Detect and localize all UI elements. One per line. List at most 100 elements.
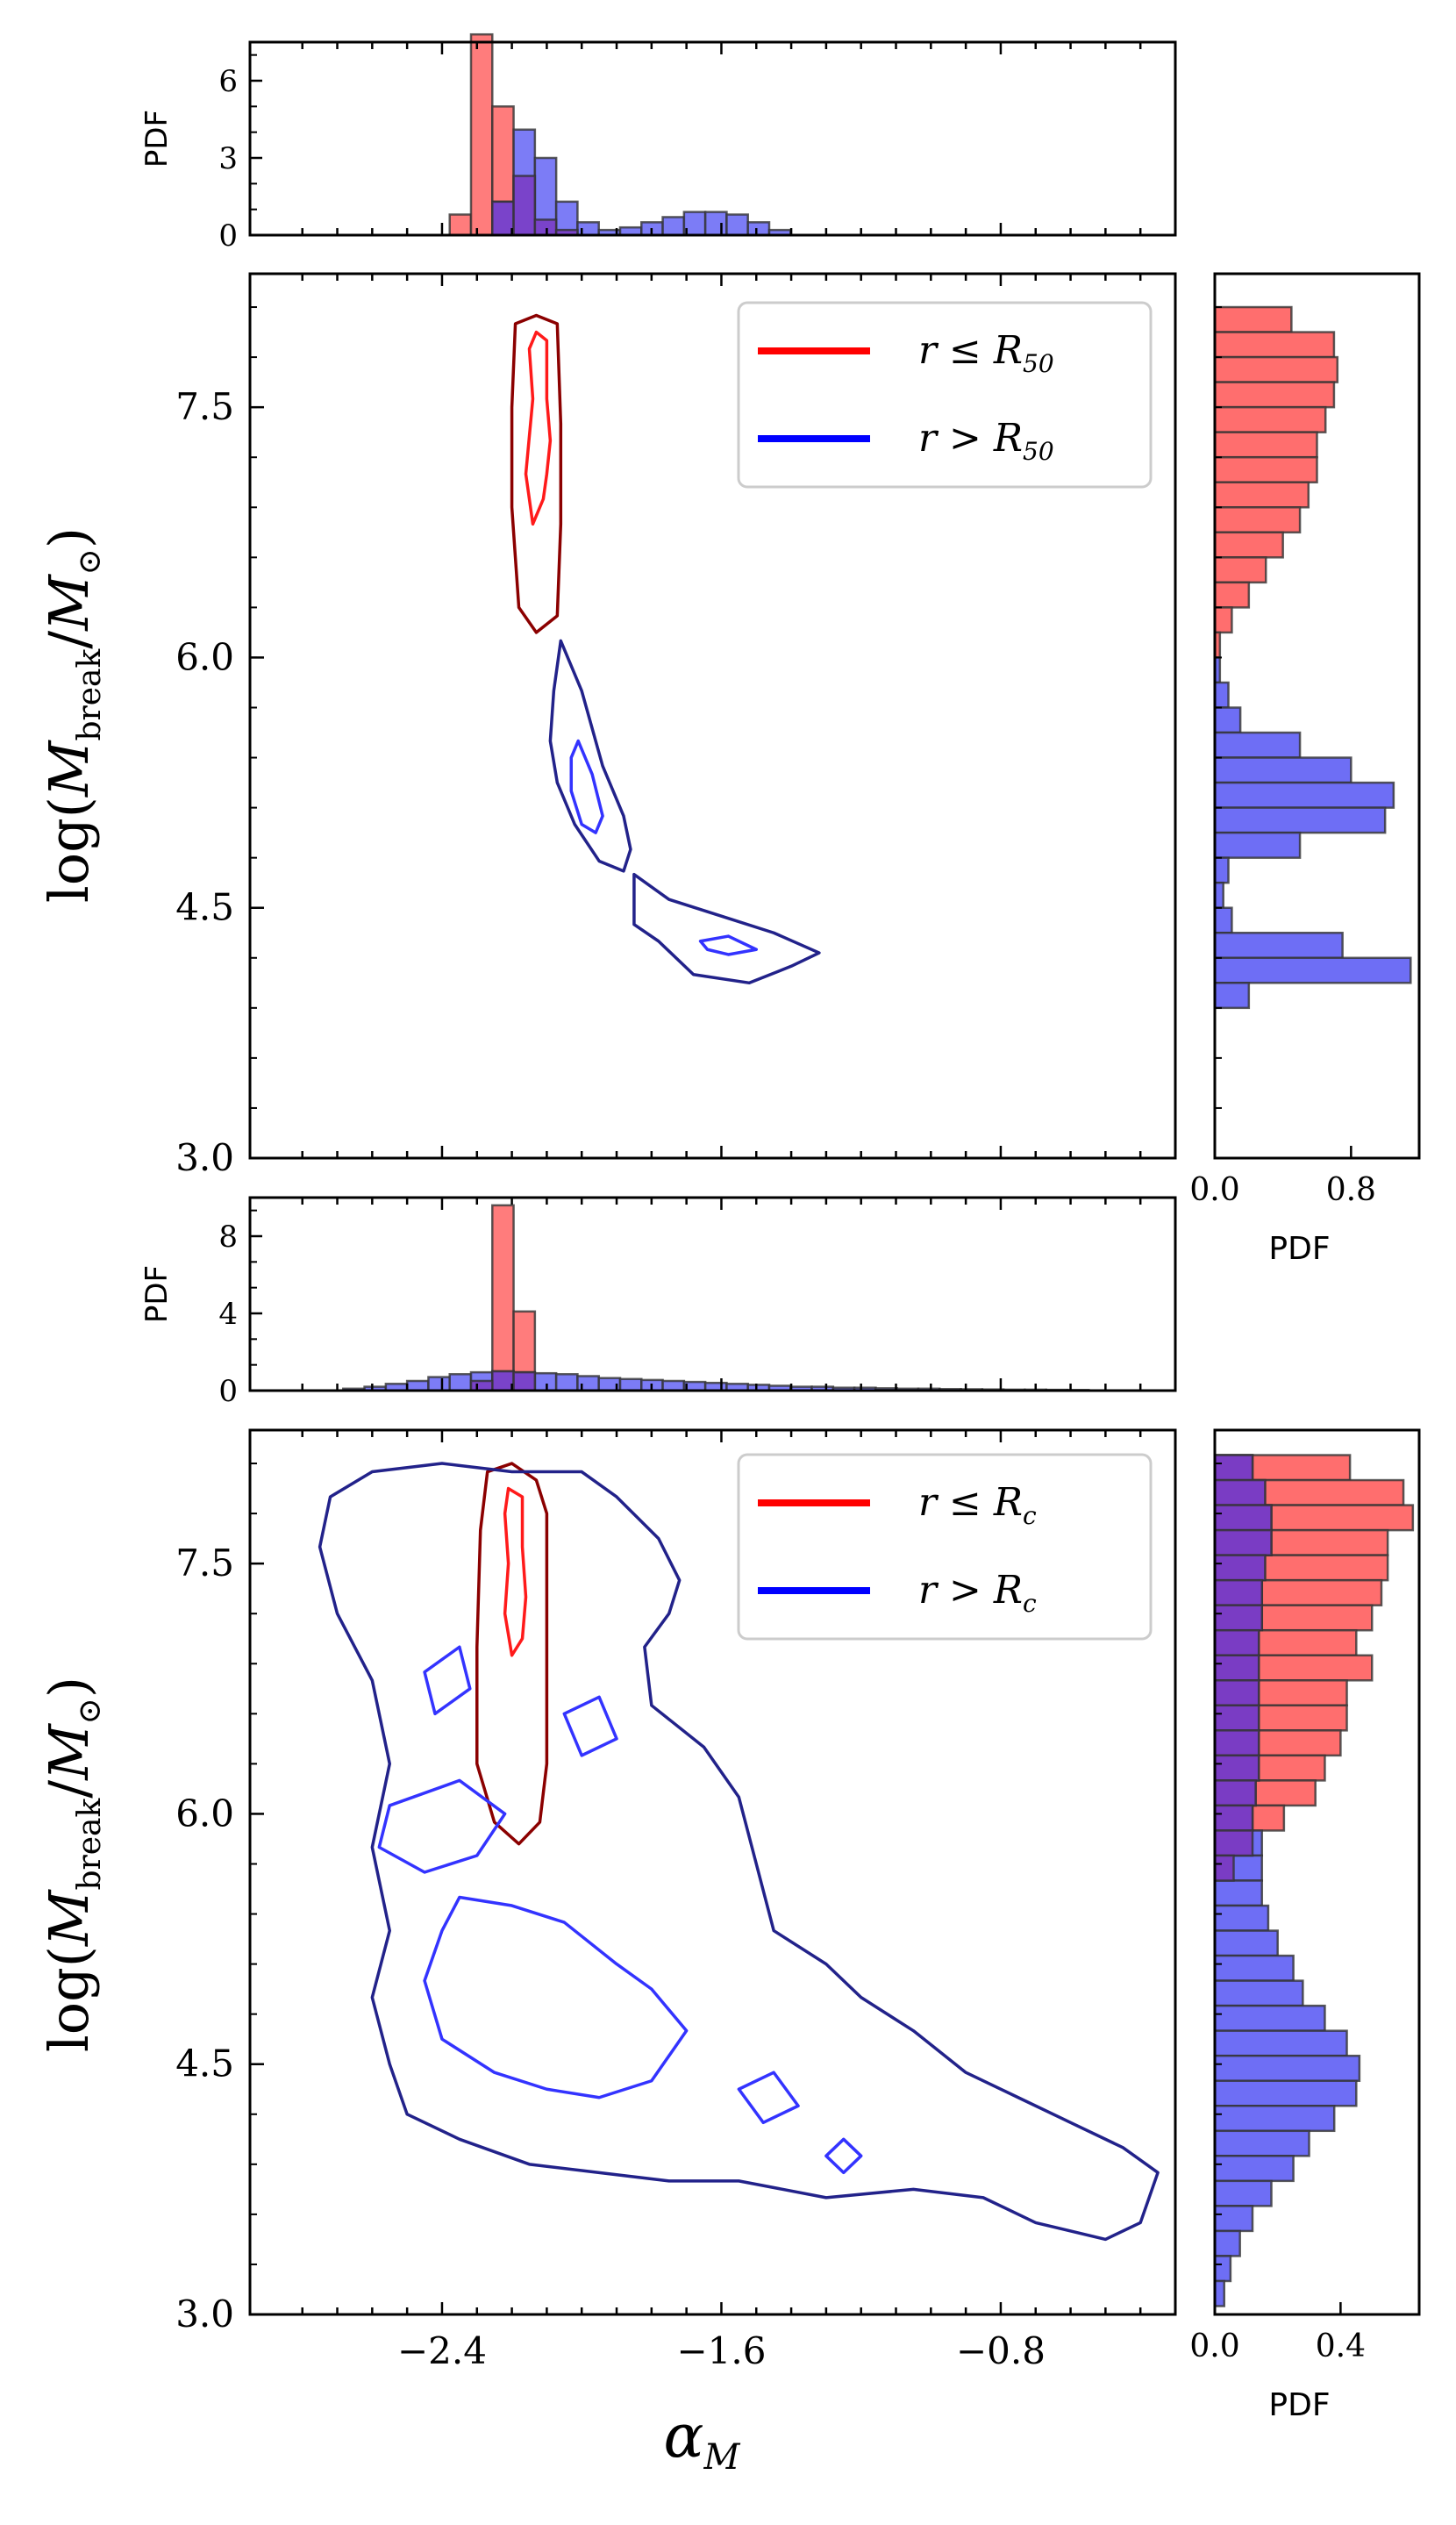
ytick-label: 0 xyxy=(218,218,238,254)
side-histogram-frame-1 xyxy=(1213,272,1421,1160)
ylabel-bottom-main: log(Mbreak/M⊙) xyxy=(37,1677,108,2052)
hbar-overlap-6 xyxy=(1213,1604,1264,1632)
ytick-label: 3 xyxy=(218,141,238,176)
bar-red-0 xyxy=(448,213,473,237)
hbar-blue-33 xyxy=(1213,2279,1226,2307)
histogram-2: 0 4 8 PDF xyxy=(139,1198,1177,1409)
hbar-blue-19 xyxy=(1213,1929,1279,1957)
hbar-blue-3 xyxy=(1213,731,1302,759)
hbar-blue-30 xyxy=(1213,2205,1254,2233)
bar-blue-11 xyxy=(725,213,749,237)
xtick-label: 0.8 xyxy=(1326,1172,1376,1208)
hbar-overlap-12 xyxy=(1213,1754,1260,1782)
ytick-label: 7.5 xyxy=(175,1541,234,1584)
hbar-blue-24 xyxy=(1213,2054,1361,2082)
hbar-blue-32 xyxy=(1213,2255,1232,2283)
hbar-blue-22 xyxy=(1213,2004,1326,2032)
bar-blue-12 xyxy=(746,221,771,237)
side-histogram-frame-2 xyxy=(1213,1428,1421,2316)
bar-blue-8 xyxy=(661,216,686,237)
contour-inner_blue-8 xyxy=(824,2137,863,2175)
contour-inner_blue-3 xyxy=(423,1895,689,2099)
hbar-overlap-8 xyxy=(1213,1654,1260,1682)
hbar-red-6 xyxy=(1213,455,1318,483)
hbar-blue-10 xyxy=(1213,906,1233,934)
contour-frame-2 xyxy=(248,1428,1177,2316)
ylabel-pdf: PDF xyxy=(139,1265,175,1323)
side-histogram-2: 0.0 0.4 PDF xyxy=(1189,1454,1415,2423)
hbar-overlap-1 xyxy=(1213,1478,1267,1506)
hbar-blue-23 xyxy=(1213,2029,1348,2057)
hbar-overlap-7 xyxy=(1213,1628,1260,1657)
hbar-red-3 xyxy=(1213,381,1336,409)
bar-red-0 xyxy=(491,1204,515,1392)
hbar-overlap-4 xyxy=(1213,1554,1267,1582)
hbar-red-9 xyxy=(1213,531,1284,559)
hbar-overlap-5 xyxy=(1213,1578,1264,1606)
hbar-red-2 xyxy=(1213,355,1339,383)
bar-blue-13 xyxy=(618,1377,643,1392)
contour-outer_blue-2 xyxy=(548,639,632,873)
hbar-overlap-10 xyxy=(1213,1704,1260,1732)
hbar-overlap-0 xyxy=(1213,1454,1254,1482)
hbar-overlap-16 xyxy=(1213,1854,1235,1882)
hbar-red-7 xyxy=(1213,481,1310,509)
bar-red-1 xyxy=(469,32,494,237)
bar-overlap-2 xyxy=(491,200,515,237)
hbar-blue-12 xyxy=(1213,956,1412,984)
hbar-overlap-14 xyxy=(1213,1804,1254,1832)
contour-panel-2: 3.0 4.5 6.0 7.5 −2.4 −1.6 −0.8 r ≤ Rc r > Rc xyxy=(175,1430,1177,2372)
contour-inner_blue-6 xyxy=(562,1695,618,1757)
contour-inner_blue-7 xyxy=(737,2071,800,2125)
hbar-overlap-13 xyxy=(1213,1779,1257,1807)
contour-inner_blue-5 xyxy=(698,934,759,956)
hbar-blue-28 xyxy=(1213,2155,1295,2183)
hbar-blue-31 xyxy=(1213,2229,1241,2257)
hbar-blue-20 xyxy=(1213,1954,1295,1982)
bar-blue-9 xyxy=(533,1371,558,1392)
histogram-1: 0 3 6 PDF xyxy=(139,32,1177,254)
xlabel-alpha: αM xyxy=(664,2402,741,2478)
hbar-red-4 xyxy=(1213,405,1327,433)
contour-outer_blue-4 xyxy=(632,872,821,985)
bar-blue-4 xyxy=(427,1376,451,1392)
hbar-blue-18 xyxy=(1213,1904,1270,1932)
ytick-label: 3.0 xyxy=(175,2293,234,2335)
xtick-label: 0.0 xyxy=(1189,2328,1239,2364)
hbar-blue-27 xyxy=(1213,2129,1310,2157)
bar-blue-5 xyxy=(448,1373,473,1392)
bar-overlap-2 xyxy=(469,1379,494,1392)
hbar-blue-11 xyxy=(1213,931,1344,960)
histogram-frame-1 xyxy=(248,40,1177,237)
bar-blue-3 xyxy=(405,1379,430,1392)
xtick-label: −2.4 xyxy=(397,2329,487,2372)
hbar-overlap-11 xyxy=(1213,1729,1260,1757)
hbar-red-12 xyxy=(1213,606,1233,634)
hbar-red-0 xyxy=(1213,305,1293,333)
hbar-blue-5 xyxy=(1213,781,1395,809)
hbar-overlap-15 xyxy=(1213,1829,1254,1857)
hbar-blue-1 xyxy=(1213,681,1230,709)
side-histogram-1: 0.0 0.8 PDF xyxy=(1189,305,1412,1267)
contour-inner_blue-3 xyxy=(569,739,604,834)
ytick-label: 4.5 xyxy=(175,886,234,929)
hbar-red-11 xyxy=(1213,581,1251,609)
ytick-label: 8 xyxy=(218,1220,238,1255)
histogram-frame-2 xyxy=(248,1196,1177,1392)
bar-overlap-3 xyxy=(512,175,537,237)
hbar-overlap-3 xyxy=(1213,1528,1273,1556)
bar-overlap-4 xyxy=(533,218,558,237)
hbar-red-1 xyxy=(1213,331,1336,359)
bar-blue-10 xyxy=(554,1373,579,1392)
bar-blue-15 xyxy=(661,1379,686,1392)
hbar-blue-2 xyxy=(1213,706,1242,734)
contour-outer_red-0 xyxy=(475,1462,549,1846)
contour-inner_blue-5 xyxy=(423,1645,472,1716)
ytick-label: 0 xyxy=(218,1374,238,1409)
xtick-label: 0.4 xyxy=(1316,2328,1366,2364)
contour-inner_red-1 xyxy=(524,330,553,526)
xtick-label: −1.6 xyxy=(676,2329,766,2372)
hbar-red-8 xyxy=(1213,506,1302,534)
